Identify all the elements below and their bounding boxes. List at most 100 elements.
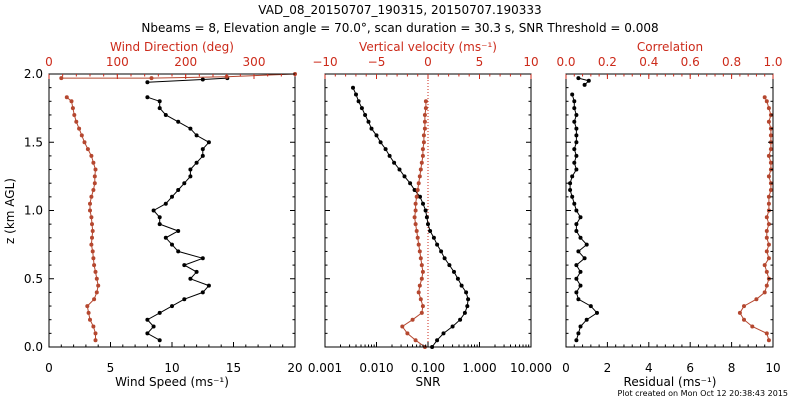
data-point xyxy=(200,153,205,158)
data-point xyxy=(176,249,181,254)
data-point xyxy=(85,304,90,309)
data-point xyxy=(88,208,92,213)
data-point xyxy=(194,160,199,165)
data-point xyxy=(92,181,97,186)
data-point xyxy=(764,215,769,220)
x-tick-label: 8 xyxy=(728,361,736,375)
snr-frame xyxy=(324,73,532,348)
data-point xyxy=(413,222,418,227)
data-point xyxy=(766,153,771,158)
data-point xyxy=(764,283,769,288)
data-point xyxy=(570,194,575,199)
x-tick-label: 1.000 xyxy=(462,361,496,375)
data-point xyxy=(465,304,470,309)
data-point xyxy=(582,256,587,261)
data-point xyxy=(578,283,583,288)
residual-label: Residual (ms⁻¹) xyxy=(624,375,717,389)
data-point xyxy=(77,126,82,131)
top-tick-label: −5 xyxy=(368,55,386,69)
data-point xyxy=(405,331,410,336)
data-point xyxy=(90,222,94,227)
data-point xyxy=(91,256,96,261)
top-tick-label: 0 xyxy=(45,55,53,69)
data-point xyxy=(459,283,464,288)
data-point xyxy=(766,201,771,206)
data-point xyxy=(378,140,383,145)
data-point xyxy=(94,290,99,295)
data-point xyxy=(414,229,419,233)
data-point xyxy=(170,304,174,309)
top-tick-label: 5 xyxy=(476,55,484,69)
data-point xyxy=(576,331,581,336)
series-line-snr xyxy=(352,87,469,348)
data-point xyxy=(417,249,422,254)
data-point xyxy=(188,276,193,281)
data-point xyxy=(442,256,447,261)
data-point xyxy=(423,106,428,111)
data-point xyxy=(400,324,405,329)
data-point xyxy=(194,133,199,138)
data-point xyxy=(85,147,90,152)
data-point xyxy=(89,215,94,220)
data-point xyxy=(574,263,579,268)
data-point xyxy=(354,92,358,97)
data-point xyxy=(768,188,773,192)
data-point xyxy=(595,310,599,315)
data-point xyxy=(402,174,407,179)
data-point xyxy=(86,310,91,315)
data-point xyxy=(737,310,742,315)
data-point xyxy=(416,181,421,186)
data-point xyxy=(96,283,101,288)
x-tick-label: 10 xyxy=(164,361,179,375)
data-point xyxy=(421,140,426,145)
top-tick-label: 0.8 xyxy=(722,55,741,69)
data-point xyxy=(422,113,427,117)
data-point xyxy=(176,119,181,124)
data-point xyxy=(418,194,422,199)
data-point xyxy=(170,194,174,199)
data-point xyxy=(572,119,577,124)
data-point xyxy=(572,160,577,165)
data-point xyxy=(447,263,452,268)
data-point xyxy=(383,147,388,152)
data-point xyxy=(416,290,421,295)
data-point xyxy=(431,235,436,240)
top-tick-label: 0.2 xyxy=(598,55,617,69)
data-point xyxy=(766,256,771,261)
data-point xyxy=(418,167,423,172)
data-point xyxy=(764,99,769,104)
data-point xyxy=(762,95,767,100)
data-point xyxy=(574,208,579,213)
data-point xyxy=(576,249,581,254)
data-point xyxy=(91,160,96,165)
data-point xyxy=(359,106,364,111)
data-point xyxy=(588,304,593,309)
data-point xyxy=(452,269,456,274)
data-point xyxy=(157,338,162,343)
data-point xyxy=(766,194,771,199)
residual-frame xyxy=(565,73,774,348)
data-point xyxy=(90,249,95,254)
data-point xyxy=(750,324,755,329)
snr-panel: 0.001 0.010 0.100 1.000 10.000 −10 −5 0 5 10 Vert… xyxy=(308,40,552,389)
y-tick-label: 0.5 xyxy=(24,272,43,286)
data-point xyxy=(93,167,98,172)
data-point xyxy=(91,188,96,192)
data-point xyxy=(586,78,591,83)
top-tick-label: 0.0 xyxy=(556,55,575,69)
data-point xyxy=(374,133,379,138)
top-tick-label: −10 xyxy=(312,55,337,69)
x-tick-label: 0.001 xyxy=(308,361,342,375)
data-point xyxy=(92,174,97,179)
data-point xyxy=(766,338,771,343)
data-point xyxy=(742,304,746,309)
snr-ticks: 0.001 0.010 0.100 1.000 10.000 −10 −5 0 5 10 xyxy=(308,55,552,375)
data-point xyxy=(426,222,430,227)
data-point xyxy=(578,215,583,220)
data-point xyxy=(422,119,427,124)
data-point xyxy=(145,95,150,100)
x-tick-label: 0 xyxy=(45,361,53,375)
data-point xyxy=(574,113,579,117)
data-point xyxy=(762,290,767,295)
data-point xyxy=(574,338,579,343)
